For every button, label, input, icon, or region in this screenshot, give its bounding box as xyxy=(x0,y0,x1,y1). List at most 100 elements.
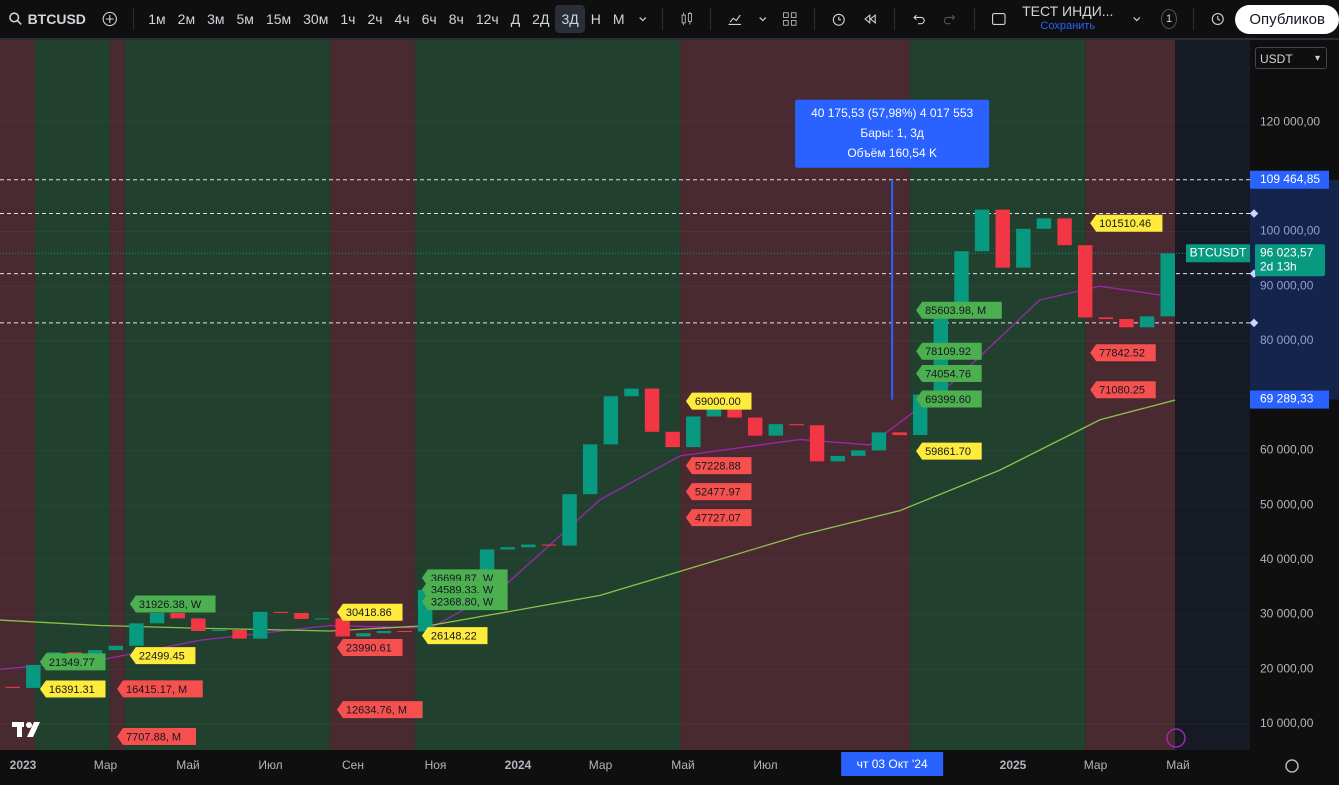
alert-button[interactable] xyxy=(831,9,847,29)
interval-button[interactable]: 1м xyxy=(148,11,166,27)
candle-body xyxy=(232,629,247,639)
separator xyxy=(1193,8,1194,30)
signal-tag-label: 59861.70 xyxy=(925,446,971,458)
currency-select[interactable]: USDT ▾ xyxy=(1255,47,1327,69)
interval-button[interactable]: Н xyxy=(590,11,601,27)
signal-tag xyxy=(129,647,196,665)
interval-button[interactable]: 2ч xyxy=(367,11,383,27)
interval-button[interactable]: Д xyxy=(510,11,521,27)
price-label: 96 023,57 xyxy=(1260,245,1314,259)
symbol-tag-bg xyxy=(1186,244,1250,263)
x-tick-label: Июл xyxy=(258,758,282,772)
candle-body xyxy=(149,612,165,624)
separator xyxy=(893,8,895,30)
y-tick-label: 60 000,00 xyxy=(1260,443,1314,457)
layout-name[interactable]: ТЕСТ ИНДИ... Сохранить xyxy=(1022,4,1113,34)
price-label: 69 289,33 xyxy=(1260,392,1314,406)
indicators-button[interactable] xyxy=(727,9,743,29)
interval-button[interactable]: 1ч xyxy=(340,11,356,27)
candle-body xyxy=(5,686,20,688)
y-tick-label: 50 000,00 xyxy=(1260,497,1314,511)
layout-dropdown[interactable] xyxy=(1129,9,1145,29)
signal-tag xyxy=(916,364,982,382)
save-link[interactable]: Сохранить xyxy=(1040,20,1096,32)
quick-search[interactable] xyxy=(1210,9,1226,29)
signal-tag xyxy=(336,638,403,656)
interval-button[interactable]: 30м xyxy=(303,11,329,27)
candle-body xyxy=(211,629,227,631)
symbol[interactable]: BTCUSD xyxy=(27,11,86,27)
interval-button[interactable]: 5м xyxy=(236,11,254,27)
separator xyxy=(710,8,712,30)
signal-tag-label: 12634.76, M xyxy=(346,704,407,716)
signal-tag xyxy=(421,627,488,645)
layouts-button[interactable] xyxy=(782,9,798,29)
interval-button[interactable]: М xyxy=(612,11,625,27)
y-tick-label: 10 000,00 xyxy=(1260,716,1314,730)
interval-group: 1м 2м 3м 5м 15м 30м 1ч 2ч 4ч 6ч 8ч 12ч Д 2Д 3Д Н М xyxy=(142,5,630,33)
x-tick-label: Май xyxy=(671,758,695,772)
price-label-bg xyxy=(1250,170,1329,189)
signal-tag-label: 74054.76 xyxy=(925,368,971,380)
interval-button[interactable]: 2м xyxy=(177,11,196,27)
signal-tag-label: 7707.88, M xyxy=(126,731,181,743)
x-tick-label: Май xyxy=(1166,758,1190,772)
tv-logo xyxy=(12,722,40,737)
candle-body xyxy=(789,424,804,426)
replay-button[interactable] xyxy=(862,9,878,29)
signal-tag-label: 30418.86 xyxy=(346,607,392,619)
candle-body xyxy=(644,388,660,432)
moving-average xyxy=(0,399,1176,632)
candle-body xyxy=(376,630,392,634)
candle-body xyxy=(706,409,722,417)
candle-body xyxy=(747,417,763,436)
candle-body xyxy=(892,432,907,436)
interval-button[interactable]: 8ч xyxy=(448,11,464,27)
candle-body xyxy=(479,549,495,573)
signal-tag-label: 71080.25 xyxy=(1099,385,1145,397)
settings-icon[interactable] xyxy=(1285,759,1299,773)
publish-button[interactable]: Опубликов xyxy=(1235,4,1339,34)
redo-button[interactable] xyxy=(942,9,958,29)
y-tick-label: 80 000,00 xyxy=(1260,333,1314,347)
layout-icon[interactable] xyxy=(991,9,1007,29)
candle-body xyxy=(1139,316,1155,328)
signal-tag xyxy=(1090,344,1156,362)
separator xyxy=(813,8,815,30)
badge[interactable]: 1 xyxy=(1161,9,1178,29)
interval-button[interactable]: 3Д xyxy=(555,5,585,33)
indicators-dropdown[interactable] xyxy=(755,9,771,29)
search-icon[interactable] xyxy=(8,9,24,29)
candle-body xyxy=(624,388,639,397)
candle-body xyxy=(170,612,185,619)
currency[interactable]: USDT xyxy=(1260,52,1293,66)
indicator-name[interactable]: ТЕСТ ИНДИ... xyxy=(1022,3,1114,19)
axis-layer: 10 000,00 20 000,00 30 000,00 40 000,00 50 0… xyxy=(0,40,1339,785)
signal-tag xyxy=(421,593,508,611)
candle-type-button[interactable] xyxy=(679,9,695,29)
interval-dropdown[interactable] xyxy=(635,9,651,29)
signal-tag xyxy=(1090,214,1163,232)
candle-body xyxy=(1057,218,1072,246)
compare-button[interactable] xyxy=(102,9,118,29)
interval-button[interactable]: 2Д xyxy=(532,11,550,27)
candle-body xyxy=(1016,228,1031,268)
candle-body xyxy=(809,425,825,462)
candle-body xyxy=(1077,245,1093,318)
candle-body xyxy=(562,494,577,546)
undo-button[interactable] xyxy=(911,9,927,29)
y-tick-label: 40 000,00 xyxy=(1260,552,1314,566)
x-tick-label: Мар xyxy=(94,758,118,772)
y-tick-label: 100 000,00 xyxy=(1260,224,1320,238)
interval-button[interactable]: 12ч xyxy=(475,11,499,27)
measure-range xyxy=(1250,179,1339,400)
interval-button[interactable]: 6ч xyxy=(421,11,437,27)
alert-icon[interactable] xyxy=(1166,728,1186,748)
candle-body xyxy=(521,544,536,548)
interval-button[interactable]: 15м xyxy=(265,11,292,27)
separator xyxy=(133,8,135,30)
zone xyxy=(34,40,111,750)
interval-button[interactable]: 3м xyxy=(207,11,225,27)
interval-button[interactable]: 4ч xyxy=(394,11,410,27)
